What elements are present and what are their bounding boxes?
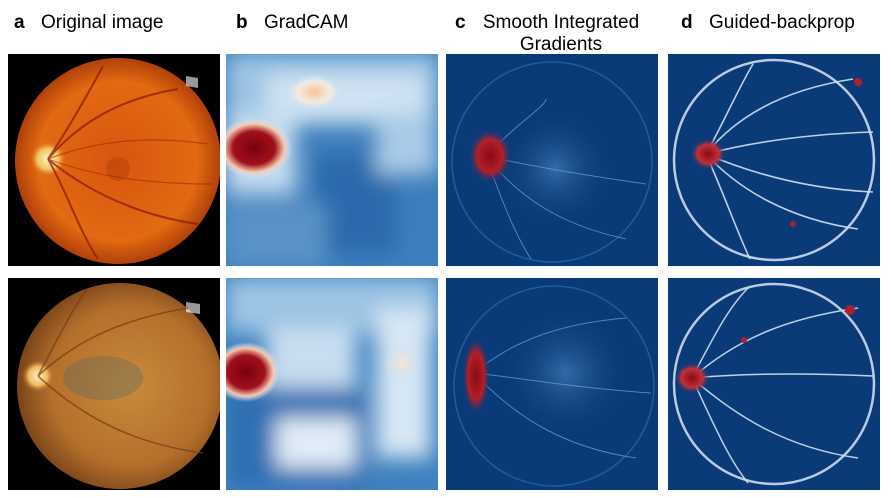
panel-title-c-line2: Gradients — [519, 34, 603, 55]
panel-title-a: Original image — [41, 12, 164, 33]
fundus-image-2 — [17, 283, 220, 489]
panel-title-b: GradCAM — [264, 12, 349, 33]
panel-title-c-line1: Smooth Integrated — [482, 12, 640, 33]
fundus-image-1 — [15, 58, 220, 264]
header-col-c: c Smooth Integrated Gradients — [455, 0, 665, 55]
guided-backprop-map-1 — [668, 54, 880, 266]
panel-letter-a: a — [14, 12, 25, 33]
panel-title-c: Smooth Integrated Gradients — [477, 12, 645, 56]
panel-title-d: Guided-backprop — [709, 12, 855, 33]
smooth-ig-map-2 — [446, 278, 658, 490]
panel-letter-b: b — [236, 12, 248, 33]
gradcam-heatmap-2 — [226, 278, 438, 490]
gradcam-map-2 — [226, 278, 438, 490]
original-image-1 — [8, 54, 220, 266]
original-image-2 — [8, 278, 220, 490]
guided-backprop-heatmap-1 — [668, 54, 880, 266]
guided-backprop-heatmap-2 — [668, 278, 880, 490]
gradcam-map-1 — [226, 54, 438, 266]
gradcam-heatmap-1 — [226, 54, 438, 266]
header-col-d: d Guided-backprop — [681, 0, 881, 52]
panel-letter-d: d — [681, 12, 693, 33]
guided-backprop-map-2 — [668, 278, 880, 490]
smooth-ig-heatmap-1 — [446, 54, 658, 266]
header-col-a: a Original image — [14, 0, 214, 52]
smooth-ig-map-1 — [446, 54, 658, 266]
smooth-ig-heatmap-2 — [446, 278, 658, 490]
header-col-b: b GradCAM — [236, 0, 436, 52]
panel-letter-c: c — [455, 12, 466, 33]
